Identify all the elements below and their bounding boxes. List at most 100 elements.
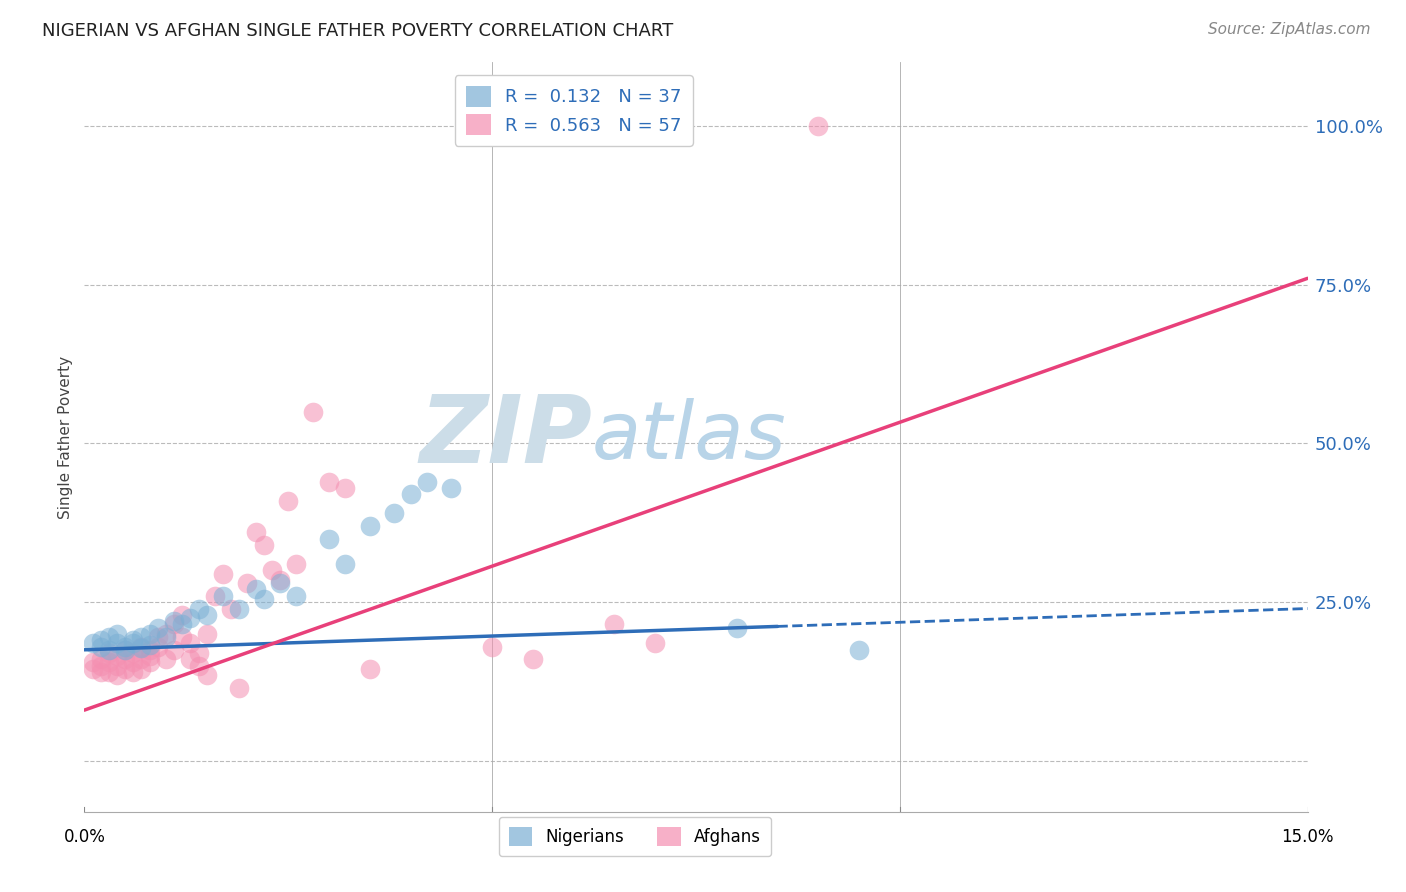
Point [155, 652, 177, 666]
Point [114, 662, 136, 676]
Point [204, 589, 226, 603]
Point [155, 627, 177, 641]
Point [187, 658, 209, 673]
Point [163, 642, 186, 657]
Point [138, 642, 160, 657]
Point [212, 589, 235, 603]
Point [318, 475, 340, 489]
Point [105, 658, 128, 673]
Point [131, 662, 153, 676]
Point [848, 642, 870, 657]
Point [114, 642, 136, 657]
Point [172, 617, 194, 632]
Point [359, 519, 381, 533]
Point [105, 627, 128, 641]
Point [179, 652, 201, 666]
Point [253, 538, 276, 552]
Point [155, 630, 177, 644]
Point [114, 642, 136, 657]
Point [172, 630, 194, 644]
Point [301, 405, 323, 419]
Point [285, 557, 308, 571]
Point [179, 611, 201, 625]
Point [335, 481, 357, 495]
Point [245, 525, 267, 540]
Point [269, 573, 291, 587]
Point [90, 640, 112, 654]
Point [644, 636, 666, 650]
Point [114, 652, 136, 666]
Point [90, 633, 112, 648]
Point [285, 589, 308, 603]
Point [131, 652, 153, 666]
Point [522, 652, 544, 666]
Point [163, 617, 186, 632]
Point [481, 640, 503, 654]
Point [97, 656, 120, 670]
Point [603, 617, 626, 632]
Point [179, 636, 201, 650]
Point [212, 566, 235, 581]
Point [138, 649, 160, 664]
Y-axis label: Single Father Poverty: Single Father Poverty [58, 356, 73, 518]
Point [195, 668, 218, 682]
Point [105, 668, 128, 682]
Point [82, 662, 104, 676]
Point [163, 614, 186, 628]
Point [318, 532, 340, 546]
Point [122, 646, 145, 660]
Point [122, 633, 145, 648]
Point [277, 493, 299, 508]
Point [195, 627, 218, 641]
Point [228, 601, 250, 615]
Point [359, 662, 381, 676]
Point [245, 582, 267, 597]
Text: Source: ZipAtlas.com: Source: ZipAtlas.com [1208, 22, 1371, 37]
Point [131, 640, 153, 654]
Point [260, 563, 283, 577]
Point [105, 649, 128, 664]
Point [97, 630, 120, 644]
Point [228, 681, 250, 695]
Point [172, 607, 194, 622]
Point [382, 506, 405, 520]
Point [335, 557, 357, 571]
Point [807, 119, 830, 133]
Point [97, 646, 120, 660]
Point [440, 481, 463, 495]
Point [146, 640, 169, 654]
Point [90, 652, 112, 666]
Point [97, 642, 120, 657]
Point [219, 601, 242, 615]
Point [90, 658, 112, 673]
Point [138, 638, 160, 652]
Point [236, 576, 259, 591]
Legend: Nigerians, Afghans: Nigerians, Afghans [499, 816, 770, 855]
Point [416, 475, 439, 489]
Point [146, 621, 169, 635]
Point [97, 665, 120, 679]
Point [122, 636, 145, 650]
Point [131, 640, 153, 655]
Text: 15.0%: 15.0% [1281, 828, 1334, 846]
Text: 0.0%: 0.0% [63, 828, 105, 846]
Point [122, 656, 145, 670]
Point [253, 592, 276, 607]
Point [269, 576, 291, 591]
Point [138, 627, 160, 641]
Text: atlas: atlas [592, 398, 787, 476]
Point [399, 487, 422, 501]
Point [82, 636, 104, 650]
Point [82, 656, 104, 670]
Point [187, 601, 209, 615]
Point [187, 646, 209, 660]
Point [195, 607, 218, 622]
Point [725, 621, 748, 635]
Text: ZIP: ZIP [419, 391, 592, 483]
Point [114, 640, 136, 654]
Point [138, 656, 160, 670]
Point [90, 665, 112, 679]
Point [146, 630, 169, 644]
Point [131, 630, 153, 644]
Text: NIGERIAN VS AFGHAN SINGLE FATHER POVERTY CORRELATION CHART: NIGERIAN VS AFGHAN SINGLE FATHER POVERTY… [42, 22, 673, 40]
